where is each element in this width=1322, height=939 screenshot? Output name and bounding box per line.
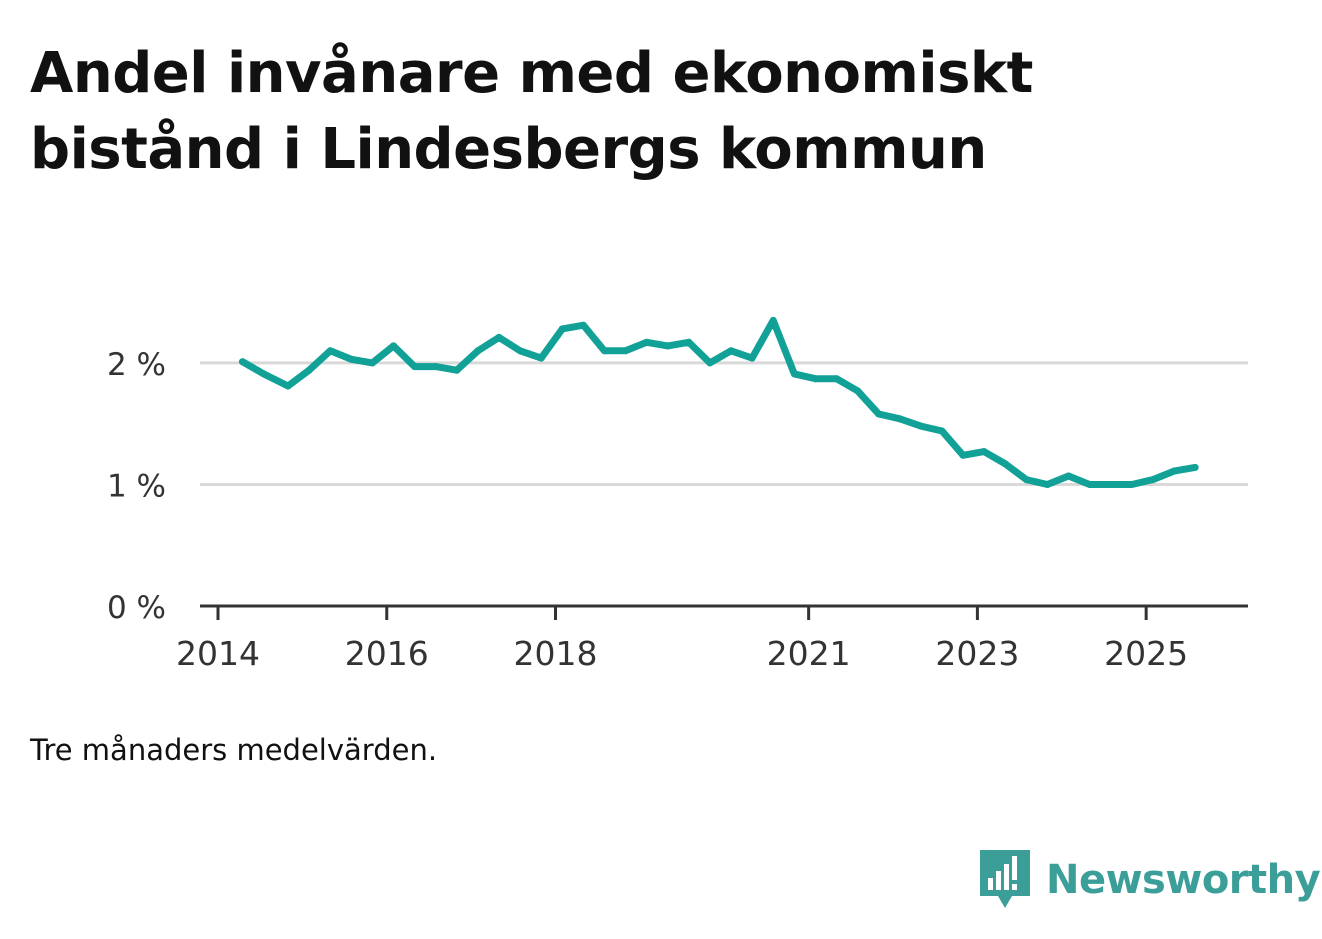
data-point — [622, 347, 630, 355]
data-point — [875, 410, 883, 418]
data-point — [706, 359, 714, 367]
brand-name: Newsworthy — [1046, 857, 1321, 903]
data-point — [326, 347, 334, 355]
data-point — [748, 354, 756, 362]
data-point — [1191, 463, 1199, 471]
series-group — [238, 316, 1199, 488]
x-axis: 2014 2016 2018 2021 2023 2025 — [176, 604, 1248, 673]
data-point — [938, 427, 946, 435]
x-tick-label: 2016 — [345, 634, 429, 673]
x-tick-label: 2021 — [767, 634, 851, 673]
data-point — [1086, 480, 1094, 488]
chart-footnote: Tre månaders medelvärden. — [30, 733, 438, 767]
data-point — [1149, 476, 1157, 484]
data-point — [495, 333, 503, 341]
x-tick-label: 2014 — [176, 634, 260, 673]
data-point — [284, 382, 292, 390]
data-point — [1107, 480, 1115, 488]
data-point — [832, 375, 840, 383]
x-tick-label: 2023 — [935, 634, 1019, 673]
data-point — [453, 366, 461, 374]
data-point — [854, 387, 862, 395]
data-point — [685, 338, 693, 346]
data-point — [727, 347, 735, 355]
data-point — [600, 347, 608, 355]
data-point — [1128, 480, 1136, 488]
x-tick-label: 2018 — [514, 634, 598, 673]
y-tick-label: 0 % — [107, 590, 166, 626]
data-point — [411, 363, 419, 371]
data-point — [1001, 460, 1009, 468]
data-point — [537, 354, 545, 362]
data-point — [347, 355, 355, 363]
data-point — [516, 347, 524, 355]
data-point — [368, 359, 376, 367]
data-point — [558, 325, 566, 333]
data-point — [896, 415, 904, 423]
data-point — [959, 451, 967, 459]
newsworthy-logo-icon — [980, 850, 1030, 908]
data-point — [1022, 476, 1030, 484]
x-tick-label: 2025 — [1104, 634, 1188, 673]
data-point — [305, 366, 313, 374]
data-point — [474, 347, 482, 355]
data-point — [1043, 480, 1051, 488]
data-point — [769, 316, 777, 324]
data-point — [643, 338, 651, 346]
data-point — [1065, 472, 1073, 480]
data-point — [664, 342, 672, 350]
y-tick-label: 2 % — [107, 347, 166, 383]
data-point — [917, 422, 925, 430]
y-axis: 0 % 1 % 2 % — [107, 347, 166, 626]
data-point — [390, 342, 398, 350]
brand-logo: Newsworthy — [980, 850, 1321, 910]
gridlines — [200, 361, 1248, 486]
data-point — [432, 363, 440, 371]
data-point — [811, 375, 819, 383]
data-point — [980, 448, 988, 456]
data-point — [790, 370, 798, 378]
y-tick-label: 1 % — [107, 468, 166, 504]
data-point — [260, 370, 268, 378]
data-point — [1170, 467, 1178, 475]
data-point — [238, 358, 246, 366]
data-point — [579, 321, 587, 329]
series-line-0 — [239, 316, 1199, 488]
chart-title: Andel invånare med ekonomiskt bistånd i … — [30, 41, 1033, 182]
